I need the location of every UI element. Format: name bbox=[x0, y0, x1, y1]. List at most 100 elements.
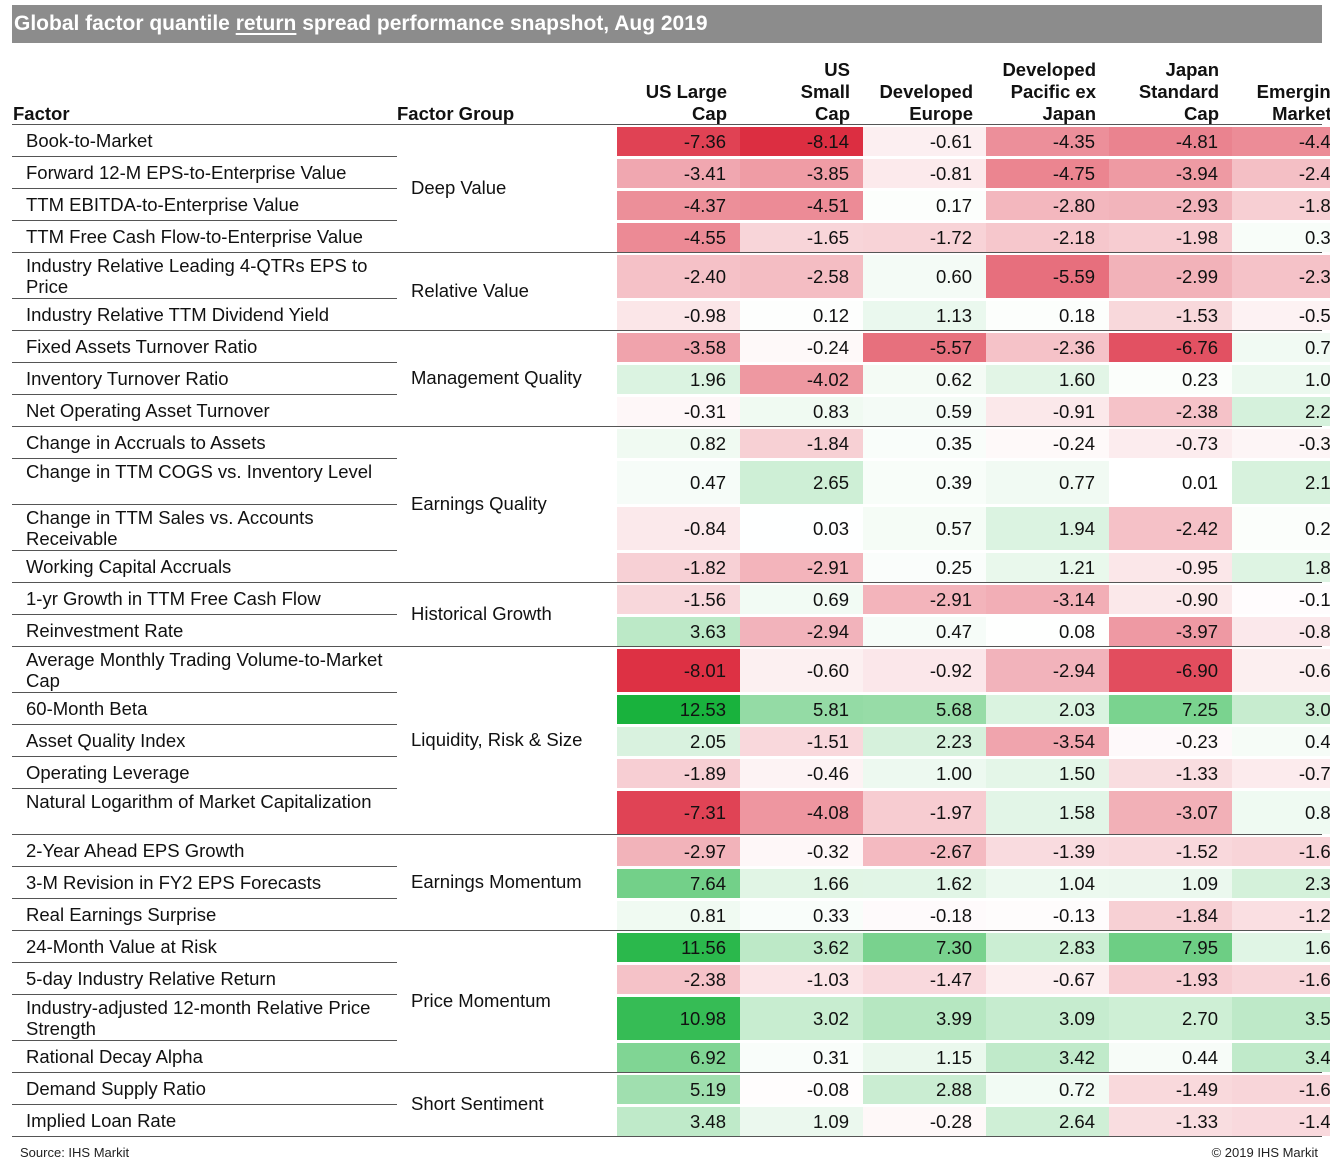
value-cell-us-small-cap: -2.91 bbox=[740, 553, 863, 582]
value-cell-us-large-cap: -3.41 bbox=[617, 159, 740, 188]
value-cell-emerging-markets: -1.66 bbox=[1232, 837, 1330, 866]
factor-label: Inventory Turnover Ratio bbox=[26, 368, 229, 389]
value-cell-developed-europe: 7.30 bbox=[863, 933, 986, 962]
value-cell-developed-pacific-ex-japan: 1.60 bbox=[986, 365, 1109, 394]
value-cell-us-large-cap: -1.82 bbox=[617, 553, 740, 582]
value-cell-emerging-markets: 2.29 bbox=[1232, 397, 1330, 426]
value-cell-us-small-cap: 0.03 bbox=[740, 507, 863, 550]
value-cell-japan-standard-cap: -0.90 bbox=[1109, 585, 1232, 614]
factor-label: Working Capital Accruals bbox=[26, 556, 232, 577]
value-cell-us-small-cap: -8.14 bbox=[740, 127, 863, 156]
value-cell-developed-europe: 1.15 bbox=[863, 1043, 986, 1072]
value-cell-us-large-cap: 1.96 bbox=[617, 365, 740, 394]
value-cell-us-large-cap: -8.01 bbox=[617, 649, 740, 692]
value-cell-us-small-cap: 0.69 bbox=[740, 585, 863, 614]
factor-label: Forward 12-M EPS-to-Enterprise Value bbox=[26, 162, 347, 183]
value-cell-us-large-cap: 10.98 bbox=[617, 997, 740, 1040]
value-cell-us-large-cap: 2.05 bbox=[617, 727, 740, 756]
value-cell-us-small-cap: 3.62 bbox=[740, 933, 863, 962]
value-cell-us-small-cap: 0.31 bbox=[740, 1043, 863, 1072]
value-cell-emerging-markets: -1.87 bbox=[1232, 191, 1330, 220]
value-cell-emerging-markets: 0.23 bbox=[1232, 507, 1330, 550]
value-cell-developed-europe: -0.92 bbox=[863, 649, 986, 692]
value-cell-emerging-markets: 1.68 bbox=[1232, 933, 1330, 962]
factor-label: TTM Free Cash Flow-to-Enterprise Value bbox=[26, 226, 363, 247]
value-cell-developed-europe: 2.23 bbox=[863, 727, 986, 756]
factor-label: Operating Leverage bbox=[26, 762, 190, 783]
factor-label: Change in TTM Sales vs. Accounts Receiva… bbox=[26, 507, 314, 549]
value-cell-japan-standard-cap: 0.23 bbox=[1109, 365, 1232, 394]
value-cell-emerging-markets: 3.07 bbox=[1232, 695, 1330, 724]
value-cell-developed-pacific-ex-japan: -4.75 bbox=[986, 159, 1109, 188]
value-cell-us-large-cap: 7.64 bbox=[617, 869, 740, 898]
row-divider bbox=[12, 898, 397, 899]
row-divider bbox=[12, 504, 397, 505]
value-cell-us-large-cap: 0.82 bbox=[617, 429, 740, 458]
copyright-note: © 2019 IHS Markit bbox=[1211, 1145, 1318, 1160]
row-divider bbox=[12, 1040, 397, 1041]
value-cell-us-small-cap: -1.65 bbox=[740, 223, 863, 252]
value-cell-us-small-cap: -2.58 bbox=[740, 255, 863, 298]
factor-label: Industry Relative Leading 4-QTRs EPS to … bbox=[26, 255, 368, 297]
factor-label: Industry-adjusted 12-month Relative Pric… bbox=[26, 997, 371, 1039]
value-cell-us-small-cap: 5.81 bbox=[740, 695, 863, 724]
row-divider bbox=[12, 756, 397, 757]
value-cell-developed-europe: -0.61 bbox=[863, 127, 986, 156]
value-cell-developed-pacific-ex-japan: 3.42 bbox=[986, 1043, 1109, 1072]
value-cell-emerging-markets: 0.36 bbox=[1232, 223, 1330, 252]
value-cell-developed-pacific-ex-japan: -1.39 bbox=[986, 837, 1109, 866]
header-col-japan-standard-cap: Japan Standard Cap bbox=[1138, 59, 1219, 124]
header-col-us-large-cap: US Large Cap bbox=[645, 81, 727, 124]
row-divider bbox=[12, 362, 397, 363]
row-divider bbox=[12, 724, 397, 725]
value-cell-japan-standard-cap: 0.44 bbox=[1109, 1043, 1232, 1072]
value-cell-developed-europe: -0.18 bbox=[863, 901, 986, 930]
value-cell-us-small-cap: -1.03 bbox=[740, 965, 863, 994]
value-cell-developed-europe: -1.47 bbox=[863, 965, 986, 994]
row-divider bbox=[12, 298, 397, 299]
group-divider bbox=[12, 252, 1322, 253]
value-cell-developed-europe: 1.00 bbox=[863, 759, 986, 788]
value-cell-developed-pacific-ex-japan: 1.21 bbox=[986, 553, 1109, 582]
value-cell-japan-standard-cap: -1.84 bbox=[1109, 901, 1232, 930]
row-divider bbox=[12, 614, 397, 615]
value-cell-japan-standard-cap: -1.33 bbox=[1109, 1107, 1232, 1136]
value-cell-japan-standard-cap: -4.81 bbox=[1109, 127, 1232, 156]
value-cell-japan-standard-cap: -3.97 bbox=[1109, 617, 1232, 646]
value-cell-developed-pacific-ex-japan: -0.91 bbox=[986, 397, 1109, 426]
header-divider bbox=[12, 124, 1322, 125]
source-note: Source: IHS Markit bbox=[20, 1145, 130, 1160]
value-cell-japan-standard-cap: -6.90 bbox=[1109, 649, 1232, 692]
header-col-emerging-markets: Emerging Markets bbox=[1256, 81, 1330, 124]
value-cell-emerging-markets: -0.63 bbox=[1232, 649, 1330, 692]
value-cell-developed-europe: 2.88 bbox=[863, 1075, 986, 1104]
value-cell-japan-standard-cap: -1.49 bbox=[1109, 1075, 1232, 1104]
value-cell-us-small-cap: 0.33 bbox=[740, 901, 863, 930]
value-cell-developed-pacific-ex-japan: -2.80 bbox=[986, 191, 1109, 220]
row-divider bbox=[12, 788, 397, 789]
value-cell-emerging-markets: 0.75 bbox=[1232, 333, 1330, 362]
factor-label: Change in Accruals to Assets bbox=[26, 432, 266, 453]
value-cell-developed-pacific-ex-japan: 3.09 bbox=[986, 997, 1109, 1040]
title-text-after: spread performance snapshot, Aug 2019 bbox=[296, 12, 708, 35]
row-divider bbox=[12, 550, 397, 551]
value-cell-us-large-cap: 11.56 bbox=[617, 933, 740, 962]
value-cell-japan-standard-cap: 2.70 bbox=[1109, 997, 1232, 1040]
value-cell-developed-pacific-ex-japan: -3.14 bbox=[986, 585, 1109, 614]
value-cell-japan-standard-cap: -2.38 bbox=[1109, 397, 1232, 426]
factor-label: 1-yr Growth in TTM Free Cash Flow bbox=[26, 588, 321, 609]
group-divider bbox=[12, 930, 1322, 931]
value-cell-us-large-cap: -0.84 bbox=[617, 507, 740, 550]
title-text-before: Global factor quantile bbox=[14, 12, 236, 35]
factor-label: Implied Loan Rate bbox=[26, 1110, 177, 1131]
value-cell-us-small-cap: -1.84 bbox=[740, 429, 863, 458]
value-cell-emerging-markets: -1.64 bbox=[1232, 965, 1330, 994]
factor-label: Change in TTM COGS vs. Inventory Level bbox=[26, 461, 373, 482]
value-cell-us-large-cap: -4.37 bbox=[617, 191, 740, 220]
value-cell-japan-standard-cap: 1.09 bbox=[1109, 869, 1232, 898]
value-cell-emerging-markets: 1.01 bbox=[1232, 365, 1330, 394]
value-cell-developed-europe: 1.13 bbox=[863, 301, 986, 330]
value-cell-us-small-cap: -0.32 bbox=[740, 837, 863, 866]
factor-group-label: Relative Value bbox=[411, 280, 529, 301]
value-cell-us-small-cap: -2.94 bbox=[740, 617, 863, 646]
